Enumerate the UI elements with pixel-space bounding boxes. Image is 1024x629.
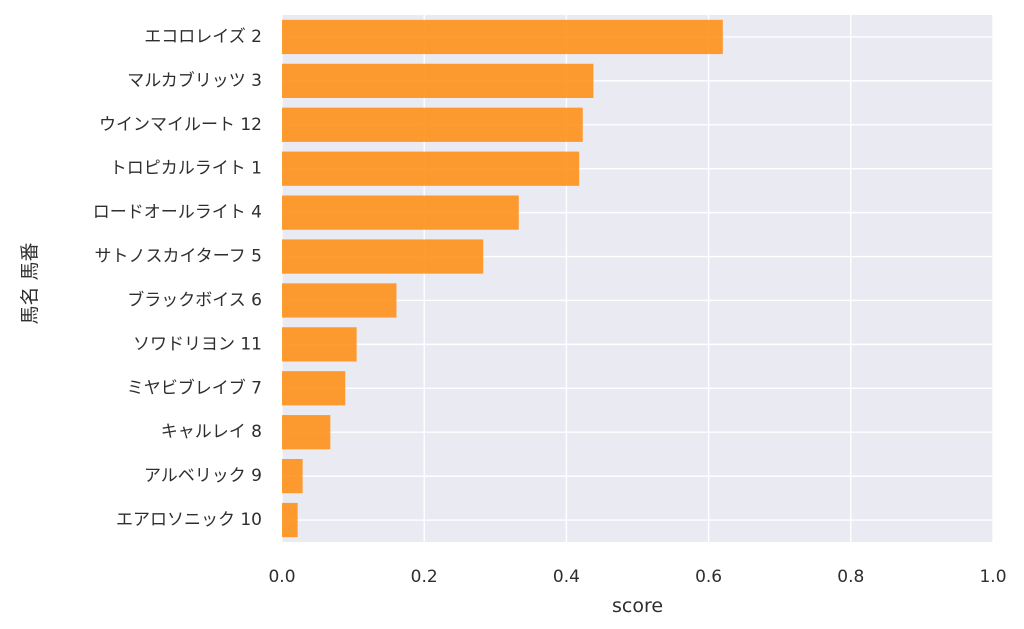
bar-11: [282, 502, 298, 538]
category-label-10: アルベリック 9: [144, 466, 262, 486]
category-label-11: エアロソニック 10: [116, 510, 262, 530]
bar-5: [282, 239, 484, 274]
x-axis-label: score: [612, 595, 663, 617]
x-tick-label-5: 1.0: [979, 567, 1006, 587]
plot-background: [282, 15, 993, 542]
bar-9: [282, 415, 331, 450]
y-axis-label: 馬名 馬番: [19, 242, 41, 324]
x-tick-label-0: 0.0: [268, 567, 295, 587]
category-label-6: ブラックボイス 6: [127, 289, 262, 310]
bar-7: [282, 327, 357, 362]
bar-0: [282, 19, 723, 55]
category-label-4: ロードオールライト 4: [93, 203, 262, 223]
bar-2: [282, 107, 583, 142]
bar-6: [282, 283, 397, 318]
bar-8: [282, 371, 346, 406]
bar-10: [282, 458, 303, 494]
bar-3: [282, 151, 580, 186]
category-label-2: ウインマイルート 12: [99, 115, 262, 135]
category-label-5: サトノスカイターフ 5: [94, 247, 262, 267]
x-tick-label-1: 0.2: [411, 567, 438, 587]
category-label-9: キャルレイ 8: [161, 422, 262, 442]
bar-1: [282, 63, 594, 99]
category-label-3: トロピカルライト 1: [110, 159, 262, 179]
x-tick-label-3: 0.6: [695, 567, 722, 587]
category-label-8: ミヤビブレイブ 7: [127, 377, 262, 398]
category-labels: エコロレイズ 2 マルカブリッツ 3 ウインマイルート 12 トロピカルライト 1 ロー…: [93, 27, 262, 530]
category-label-7: ソワドリヨン 11: [133, 334, 262, 354]
x-tick-label-4: 0.8: [837, 567, 864, 587]
x-tick-label-2: 0.4: [553, 567, 580, 587]
bar-4: [282, 195, 519, 230]
category-label-1: マルカブリッツ 3: [127, 70, 262, 91]
category-label-0: エコロレイズ 2: [144, 27, 262, 47]
x-tick-labels: 0.0 0.2 0.4 0.6 0.8 1.0: [268, 567, 1006, 587]
bars: [282, 19, 723, 538]
